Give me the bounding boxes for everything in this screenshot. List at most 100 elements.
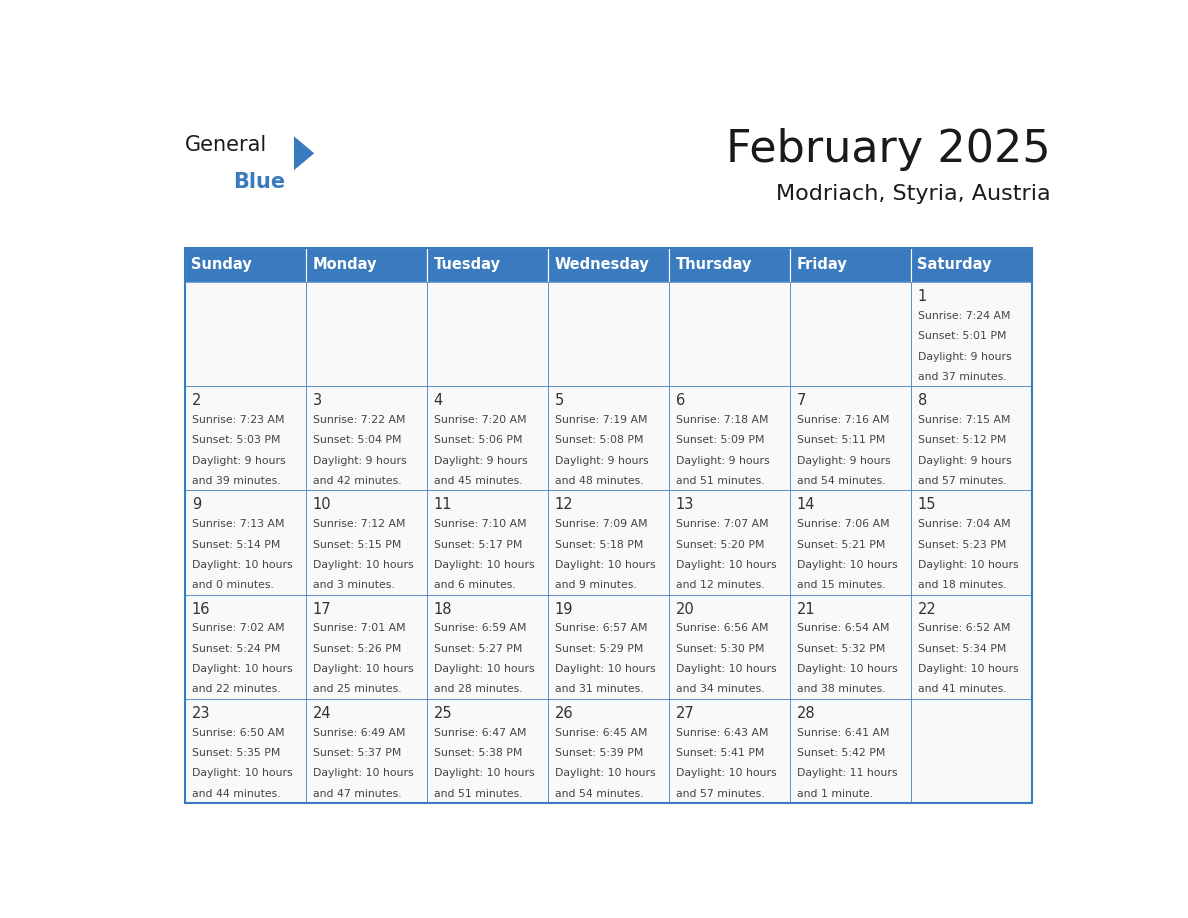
Text: Sunset: 5:42 PM: Sunset: 5:42 PM <box>797 748 885 758</box>
Text: Modriach, Styria, Austria: Modriach, Styria, Austria <box>776 185 1051 205</box>
Text: Daylight: 10 hours: Daylight: 10 hours <box>434 768 535 778</box>
Bar <box>428 282 549 386</box>
Text: Sunrise: 6:52 AM: Sunrise: 6:52 AM <box>918 623 1010 633</box>
Text: General: General <box>185 135 267 155</box>
Text: Sunset: 5:38 PM: Sunset: 5:38 PM <box>434 748 523 758</box>
Bar <box>669 248 790 282</box>
Text: Sunrise: 6:57 AM: Sunrise: 6:57 AM <box>555 623 647 633</box>
Text: 9: 9 <box>191 498 201 512</box>
Bar <box>911 595 1032 699</box>
Bar <box>428 490 549 595</box>
Bar <box>185 282 307 386</box>
Text: Daylight: 9 hours: Daylight: 9 hours <box>312 455 406 465</box>
Bar <box>428 386 549 490</box>
Text: 26: 26 <box>555 706 574 721</box>
Text: and 9 minutes.: and 9 minutes. <box>555 580 637 590</box>
Text: 3: 3 <box>312 393 322 409</box>
Text: Sunset: 5:34 PM: Sunset: 5:34 PM <box>918 644 1006 654</box>
Text: Sunrise: 6:41 AM: Sunrise: 6:41 AM <box>797 728 890 738</box>
Text: 24: 24 <box>312 706 331 721</box>
Text: Daylight: 9 hours: Daylight: 9 hours <box>918 455 1011 465</box>
Text: 13: 13 <box>676 498 694 512</box>
Bar <box>790 386 911 490</box>
Text: 2: 2 <box>191 393 201 409</box>
Text: Sunday: Sunday <box>191 257 252 273</box>
Text: Sunrise: 7:13 AM: Sunrise: 7:13 AM <box>191 520 284 530</box>
Text: Sunrise: 6:56 AM: Sunrise: 6:56 AM <box>676 623 769 633</box>
Text: Sunset: 5:01 PM: Sunset: 5:01 PM <box>918 331 1006 341</box>
Text: Tuesday: Tuesday <box>434 257 500 273</box>
Text: 21: 21 <box>797 601 815 617</box>
Text: Sunrise: 6:45 AM: Sunrise: 6:45 AM <box>555 728 647 738</box>
Text: and 42 minutes.: and 42 minutes. <box>312 476 402 486</box>
Text: Sunset: 5:32 PM: Sunset: 5:32 PM <box>797 644 885 654</box>
Text: Daylight: 9 hours: Daylight: 9 hours <box>797 455 891 465</box>
Text: Sunset: 5:37 PM: Sunset: 5:37 PM <box>312 748 402 758</box>
Text: Sunset: 5:06 PM: Sunset: 5:06 PM <box>434 435 523 445</box>
Bar <box>185 699 307 803</box>
Text: Sunrise: 7:01 AM: Sunrise: 7:01 AM <box>312 623 405 633</box>
Bar <box>790 248 911 282</box>
Text: Daylight: 9 hours: Daylight: 9 hours <box>434 455 527 465</box>
Text: Daylight: 10 hours: Daylight: 10 hours <box>434 560 535 570</box>
Text: Daylight: 9 hours: Daylight: 9 hours <box>555 455 649 465</box>
Text: 12: 12 <box>555 498 574 512</box>
Bar <box>307 595 428 699</box>
Text: Sunrise: 7:06 AM: Sunrise: 7:06 AM <box>797 520 890 530</box>
Text: and 0 minutes.: and 0 minutes. <box>191 580 273 590</box>
Text: Daylight: 10 hours: Daylight: 10 hours <box>191 560 292 570</box>
Text: Sunrise: 7:15 AM: Sunrise: 7:15 AM <box>918 415 1010 425</box>
Text: Sunset: 5:35 PM: Sunset: 5:35 PM <box>191 748 280 758</box>
Text: Daylight: 10 hours: Daylight: 10 hours <box>797 560 897 570</box>
Text: 19: 19 <box>555 601 574 617</box>
Text: Sunset: 5:17 PM: Sunset: 5:17 PM <box>434 540 523 550</box>
Text: Wednesday: Wednesday <box>555 257 649 273</box>
Bar <box>307 282 428 386</box>
Bar <box>790 595 911 699</box>
Text: Sunrise: 7:10 AM: Sunrise: 7:10 AM <box>434 520 526 530</box>
Text: and 28 minutes.: and 28 minutes. <box>434 685 523 694</box>
Text: 8: 8 <box>918 393 927 409</box>
Bar <box>549 282 669 386</box>
Bar <box>549 699 669 803</box>
Text: Sunrise: 7:04 AM: Sunrise: 7:04 AM <box>918 520 1011 530</box>
Polygon shape <box>293 136 314 170</box>
Text: Sunrise: 7:07 AM: Sunrise: 7:07 AM <box>676 520 769 530</box>
Text: and 44 minutes.: and 44 minutes. <box>191 789 280 799</box>
Text: 25: 25 <box>434 706 453 721</box>
Text: Sunrise: 7:09 AM: Sunrise: 7:09 AM <box>555 520 647 530</box>
Text: 7: 7 <box>797 393 807 409</box>
Bar <box>549 595 669 699</box>
Text: Sunrise: 7:22 AM: Sunrise: 7:22 AM <box>312 415 405 425</box>
Bar <box>790 282 911 386</box>
Bar <box>185 248 1032 803</box>
Text: and 12 minutes.: and 12 minutes. <box>676 580 764 590</box>
Text: 16: 16 <box>191 601 210 617</box>
Bar <box>911 490 1032 595</box>
Text: Sunset: 5:30 PM: Sunset: 5:30 PM <box>676 644 764 654</box>
Text: Daylight: 10 hours: Daylight: 10 hours <box>797 664 897 674</box>
Text: and 22 minutes.: and 22 minutes. <box>191 685 280 694</box>
Text: Daylight: 10 hours: Daylight: 10 hours <box>918 560 1018 570</box>
Bar <box>911 699 1032 803</box>
Text: and 3 minutes.: and 3 minutes. <box>312 580 394 590</box>
Text: and 38 minutes.: and 38 minutes. <box>797 685 885 694</box>
Bar <box>549 386 669 490</box>
Text: February 2025: February 2025 <box>726 128 1051 171</box>
Text: 17: 17 <box>312 601 331 617</box>
Text: Sunset: 5:24 PM: Sunset: 5:24 PM <box>191 644 280 654</box>
Text: and 1 minute.: and 1 minute. <box>797 789 873 799</box>
Text: Sunset: 5:26 PM: Sunset: 5:26 PM <box>312 644 402 654</box>
Text: and 41 minutes.: and 41 minutes. <box>918 685 1006 694</box>
Text: Blue: Blue <box>233 173 285 193</box>
Text: Daylight: 10 hours: Daylight: 10 hours <box>191 664 292 674</box>
Bar <box>185 386 307 490</box>
Text: Sunrise: 7:18 AM: Sunrise: 7:18 AM <box>676 415 769 425</box>
Text: and 54 minutes.: and 54 minutes. <box>555 789 644 799</box>
Text: 14: 14 <box>797 498 815 512</box>
Text: 15: 15 <box>918 498 936 512</box>
Text: Sunrise: 7:19 AM: Sunrise: 7:19 AM <box>555 415 647 425</box>
Text: Daylight: 10 hours: Daylight: 10 hours <box>434 664 535 674</box>
Text: Sunset: 5:27 PM: Sunset: 5:27 PM <box>434 644 523 654</box>
Bar <box>428 699 549 803</box>
